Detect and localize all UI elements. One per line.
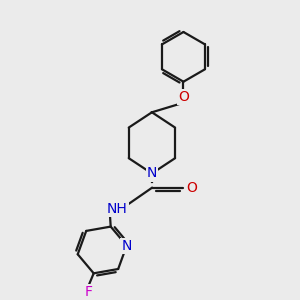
- Text: O: O: [187, 181, 197, 195]
- Text: N: N: [122, 238, 132, 253]
- Text: F: F: [85, 285, 93, 299]
- Text: O: O: [178, 90, 189, 104]
- Text: N: N: [147, 167, 157, 181]
- Text: NH: NH: [107, 202, 128, 216]
